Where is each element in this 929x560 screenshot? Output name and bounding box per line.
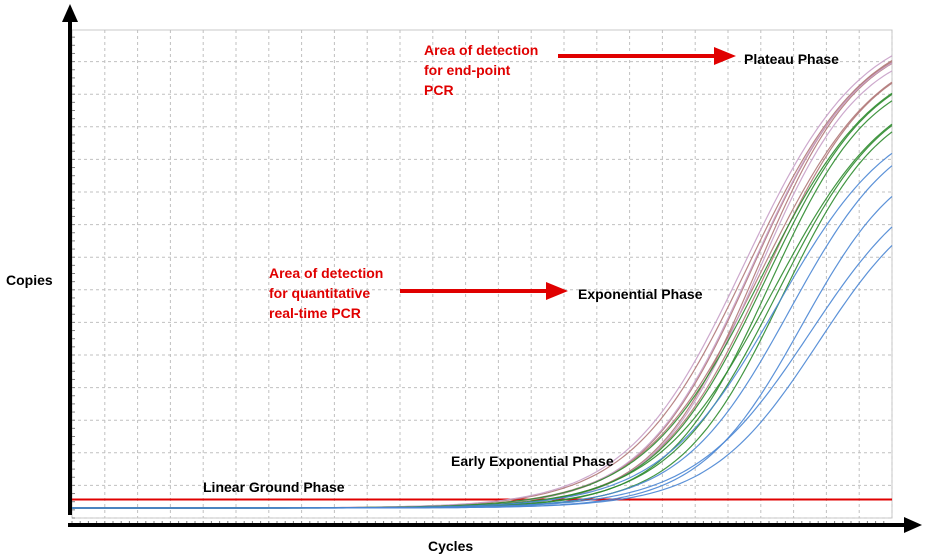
annotation-linear-ground: Linear Ground Phase: [203, 479, 345, 495]
annotation-linear-line: Linear Ground Phase: [203, 479, 345, 495]
annotations: Plateau Phase Exponential Phase Early Ex…: [203, 42, 839, 495]
y-axis-label: Copies: [6, 272, 53, 288]
endpoint-line-2: for end-point: [424, 62, 511, 78]
arrow-endpoint-head: [714, 47, 736, 65]
amplification-curves: [72, 55, 893, 509]
y-axis-arrow: [62, 4, 78, 22]
annotation-endpoint-detection: Area of detection for end-point PCR: [424, 42, 542, 98]
amplification-curve: [72, 123, 893, 509]
amplification-curve: [72, 82, 893, 509]
annotation-quantitative-detection: Area of detection for quantitative real-…: [269, 265, 387, 321]
annotation-early-line: Early Exponential Phase: [451, 453, 614, 469]
amplification-curve: [72, 93, 893, 509]
amplification-curve: [72, 92, 893, 509]
x-axis-arrow: [904, 517, 922, 533]
quant-line-3: real-time PCR: [269, 305, 361, 321]
amplification-curve: [72, 244, 893, 509]
annotation-exponential-line: Exponential Phase: [578, 286, 703, 302]
quant-line-1: Area of detection: [269, 265, 383, 281]
endpoint-line-1: Area of detection: [424, 42, 538, 58]
annotation-early-exponential: Early Exponential Phase: [451, 453, 614, 469]
amplification-curve: [72, 59, 893, 509]
x-axis-label: Cycles: [428, 538, 473, 554]
quant-line-2: for quantitative: [269, 285, 370, 301]
grid: [71, 29, 893, 523]
amplification-curve: [72, 55, 893, 509]
axes: [62, 4, 922, 533]
amplification-curve: [72, 100, 893, 509]
arrow-quant-head: [546, 282, 568, 300]
annotation-plateau-line: Plateau Phase: [744, 51, 839, 67]
annotation-plateau: Plateau Phase: [744, 51, 839, 67]
amplification-curve: [72, 125, 893, 509]
amplification-curve: [72, 81, 893, 509]
plot-frame: [71, 29, 893, 519]
endpoint-line-3: PCR: [424, 82, 454, 98]
annotation-exponential: Exponential Phase: [578, 286, 703, 302]
